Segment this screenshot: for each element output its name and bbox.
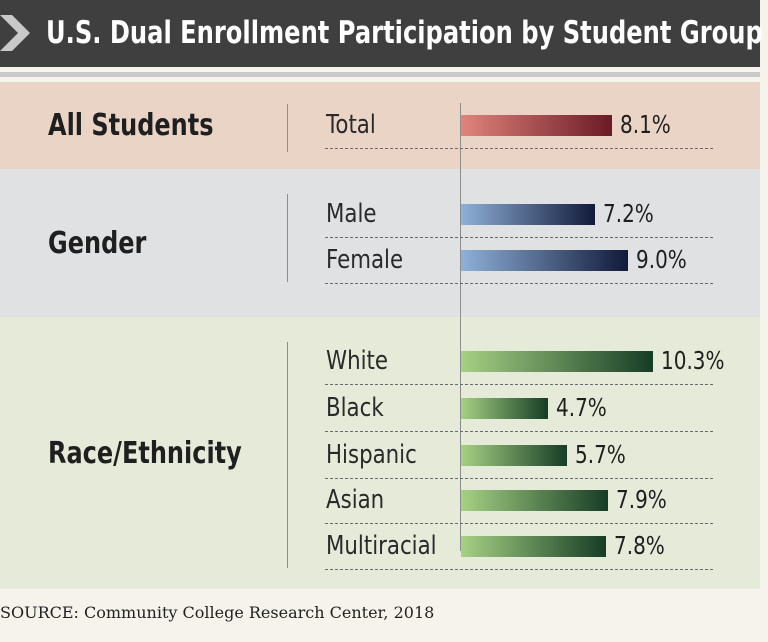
group-label-all-students: All Students xyxy=(48,108,214,143)
row-divider xyxy=(325,431,713,432)
chart-title: U.S. Dual Enrollment Participation by St… xyxy=(46,15,763,51)
title-bar: U.S. Dual Enrollment Participation by St… xyxy=(0,0,763,67)
group-divider-gender xyxy=(287,194,288,282)
bar xyxy=(461,250,628,271)
value-label: 7.2% xyxy=(603,199,654,228)
group-label-race-ethnicity: Race/Ethnicity xyxy=(48,436,242,471)
value-label: 5.7% xyxy=(575,440,626,469)
row-divider xyxy=(325,569,713,570)
chevron-right-icon xyxy=(0,15,30,51)
category-label: Female xyxy=(326,245,404,275)
bar xyxy=(461,536,606,557)
category-label: Multiracial xyxy=(326,531,437,561)
value-label: 9.0% xyxy=(636,245,687,274)
category-label: Total xyxy=(326,110,376,140)
value-label: 7.8% xyxy=(614,531,665,560)
value-label: 8.1% xyxy=(620,110,671,139)
group-label-gender: Gender xyxy=(48,226,147,261)
value-label: 7.9% xyxy=(616,485,667,514)
group-divider-race-ethnicity xyxy=(287,342,288,568)
source-note: SOURCE: Community College Research Cente… xyxy=(0,603,435,622)
bar-baseline-axis xyxy=(460,103,461,551)
title-underline xyxy=(0,72,760,77)
category-label: Asian xyxy=(326,485,385,515)
band-gender xyxy=(0,169,760,317)
group-divider-all-students xyxy=(287,104,288,152)
category-label: Hispanic xyxy=(326,440,417,470)
row-divider xyxy=(325,148,713,149)
value-label: 4.7% xyxy=(556,393,607,422)
bar xyxy=(461,204,595,225)
category-label: Male xyxy=(326,199,377,229)
band-all-students xyxy=(0,82,760,169)
bar xyxy=(461,490,608,511)
row-divider xyxy=(325,237,713,238)
category-label: Black xyxy=(326,393,384,423)
bar xyxy=(461,445,567,466)
row-divider xyxy=(325,478,713,479)
category-label: White xyxy=(326,346,388,376)
bar xyxy=(461,115,612,136)
bar xyxy=(461,398,548,419)
bar xyxy=(461,351,653,372)
row-divider xyxy=(325,523,713,524)
value-label: 10.3% xyxy=(661,346,725,375)
row-divider xyxy=(325,384,713,385)
row-divider xyxy=(325,283,713,284)
